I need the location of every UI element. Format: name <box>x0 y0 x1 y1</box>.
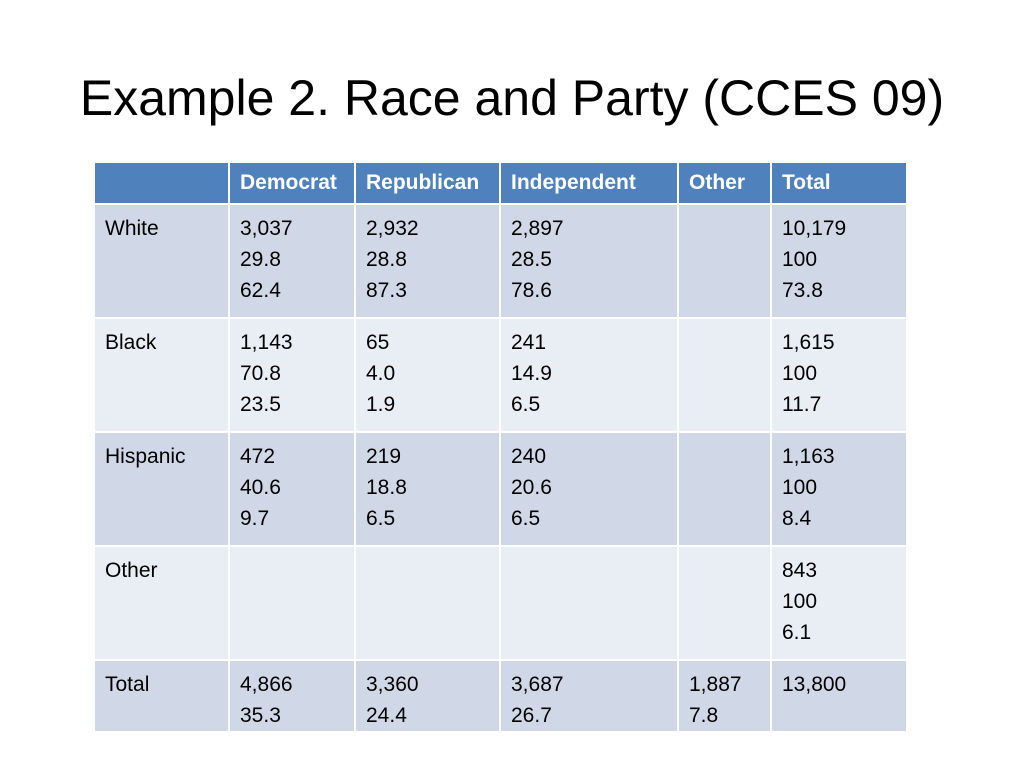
cell-value: 24.4 <box>366 704 407 727</box>
cell-value: 10,179 <box>782 217 847 240</box>
table-cell: 843 100 6.1 <box>770 545 908 661</box>
cell-value: 1.9 <box>366 393 396 416</box>
cell-value: 11.7 <box>782 393 822 416</box>
table-cell: 472 40.6 9.7 <box>228 431 356 547</box>
cell-value: 29.8 <box>240 248 281 271</box>
cell-value: 2,897 <box>511 217 564 240</box>
table-header-row: Democrat Republican Independent Other To… <box>93 161 908 205</box>
cell-value: 35.3 <box>240 704 281 727</box>
cell-value: 14.9 <box>511 362 552 385</box>
table-row: Total 4,866 35.3 3,360 24.4 3,687 26.7 1,887 7.8… <box>93 659 908 733</box>
table-cell: 219 18.8 6.5 <box>354 431 501 547</box>
cell-value: 472 <box>240 445 276 468</box>
cell-value: 2,932 <box>366 217 419 240</box>
table-cell: 2,897 28.5 78.6 <box>499 203 679 319</box>
cell-value: 7.8 <box>689 704 719 727</box>
table-cell <box>228 545 356 661</box>
cell-value: 1,143 <box>240 331 293 354</box>
table-cell: 2,932 28.8 87.3 <box>354 203 501 319</box>
table-cell <box>677 431 772 547</box>
cell-value: 1,163 <box>782 445 835 468</box>
table-cell: 240 20.6 6.5 <box>499 431 679 547</box>
cell-value: 73.8 <box>782 279 823 302</box>
table-cell <box>677 203 772 319</box>
row-label-cell: White <box>93 203 230 319</box>
cell-value: 240 <box>511 445 547 468</box>
table-cell: 4,866 35.3 <box>228 659 356 733</box>
cell-value: 100 <box>782 590 818 613</box>
table-row: Other 843 100 6.1 <box>93 545 908 661</box>
row-label: Hispanic <box>105 445 186 468</box>
table-cell: 3,360 24.4 <box>354 659 501 733</box>
header-cell-independent: Independent <box>499 161 679 205</box>
cell-value: 28.8 <box>366 248 407 271</box>
cell-value: 18.8 <box>366 476 407 499</box>
table-cell <box>499 545 679 661</box>
table-cell: 65 4.0 1.9 <box>354 317 501 433</box>
cell-value: 62.4 <box>240 279 281 302</box>
cell-value: 3,360 <box>366 673 419 696</box>
cell-value: 1,615 <box>782 331 835 354</box>
table-cell: 1,143 70.8 23.5 <box>228 317 356 433</box>
cell-value: 70.8 <box>240 362 281 385</box>
row-label-cell: Total <box>93 659 230 733</box>
table-cell: 13,800 <box>770 659 908 733</box>
cell-value: 65 <box>366 331 390 354</box>
cell-value: 3,687 <box>511 673 564 696</box>
cell-value: 6.5 <box>511 393 541 416</box>
cell-value: 1,887 <box>689 673 742 696</box>
cell-value: 23.5 <box>240 393 281 416</box>
table-row: White 3,037 29.8 62.4 2,932 28.8 87.3 2,897 28.5… <box>93 203 908 319</box>
cell-value: 13,800 <box>782 673 847 696</box>
cell-value: 3,037 <box>240 217 293 240</box>
table-row: Hispanic 472 40.6 9.7 219 18.8 6.5 240 20.6 6.5 1,… <box>93 431 908 547</box>
cell-value: 100 <box>782 476 818 499</box>
header-cell-total: Total <box>770 161 908 205</box>
cell-value: 26.7 <box>511 704 552 727</box>
cell-value: 6.1 <box>782 621 812 644</box>
cell-value: 4,866 <box>240 673 293 696</box>
cell-value: 241 <box>511 331 547 354</box>
table-cell: 10,179 100 73.8 <box>770 203 908 319</box>
cell-value: 87.3 <box>366 279 407 302</box>
cell-value: 20.6 <box>511 476 552 499</box>
header-cell-corner <box>93 161 230 205</box>
cell-value: 6.5 <box>366 507 396 530</box>
row-label-cell: Other <box>93 545 230 661</box>
cell-value: 8.4 <box>782 507 812 530</box>
table-cell <box>677 545 772 661</box>
row-label-cell: Black <box>93 317 230 433</box>
cell-value: 78.6 <box>511 279 552 302</box>
row-label: Total <box>105 673 150 696</box>
cell-value: 40.6 <box>240 476 281 499</box>
row-label: Black <box>105 331 157 354</box>
table-cell: 241 14.9 6.5 <box>499 317 679 433</box>
row-label: Other <box>105 559 158 582</box>
table-cell: 1,163 100 8.4 <box>770 431 908 547</box>
row-label-cell: Hispanic <box>93 431 230 547</box>
header-cell-other: Other <box>677 161 772 205</box>
table-row: Black 1,143 70.8 23.5 65 4.0 1.9 241 14.9 6.5 1,61… <box>93 317 908 433</box>
row-label: White <box>105 217 159 240</box>
cell-value: 28.5 <box>511 248 552 271</box>
cell-value: 9.7 <box>240 507 270 530</box>
cell-value: 219 <box>366 445 402 468</box>
table-cell: 3,687 26.7 <box>499 659 679 733</box>
slide-title: Example 2. Race and Party (CCES 09) <box>79 70 945 126</box>
table-cell <box>677 317 772 433</box>
cell-value: 843 <box>782 559 818 582</box>
cell-value: 100 <box>782 248 818 271</box>
table-cell: 1,887 7.8 <box>677 659 772 733</box>
cell-value: 4.0 <box>366 362 396 385</box>
table-cell: 1,615 100 11.7 <box>770 317 908 433</box>
cell-value: 6.5 <box>511 507 541 530</box>
header-cell-democrat: Democrat <box>228 161 356 205</box>
race-party-table: Democrat Republican Independent Other To… <box>93 161 908 733</box>
cell-value: 100 <box>782 362 818 385</box>
table-cell <box>354 545 501 661</box>
table-cell: 3,037 29.8 62.4 <box>228 203 356 319</box>
header-cell-republican: Republican <box>354 161 501 205</box>
